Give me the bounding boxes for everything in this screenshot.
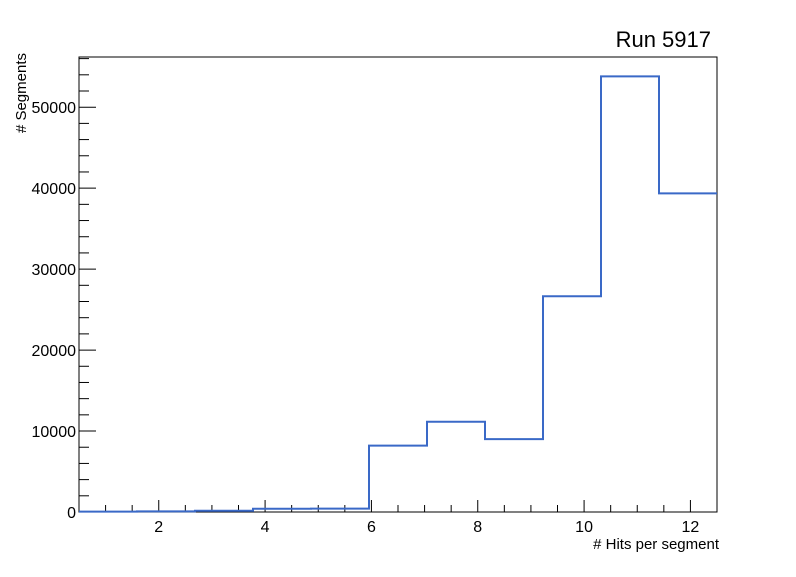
y-tick-label: 20000 <box>32 343 77 360</box>
chart-title: Run 5917 <box>616 27 711 52</box>
x-tick-label: 10 <box>575 519 593 536</box>
x-tick-label: 8 <box>473 519 482 536</box>
x-tick-label: 12 <box>682 519 700 536</box>
plot-frame <box>78 56 718 513</box>
y-axis: 0 10000 20000 30000 40000 50000 <box>32 58 96 522</box>
histogram-line <box>79 75 717 513</box>
x-tick-label: 2 <box>154 519 163 536</box>
x-tick-label: 6 <box>367 519 376 536</box>
y-axis-title: # Segments <box>13 53 30 133</box>
y-tick-label: 40000 <box>32 181 77 198</box>
y-tick-label: 50000 <box>32 100 77 117</box>
x-axis: 2 4 6 8 10 12 <box>105 500 700 536</box>
y-tick-label: 0 <box>67 505 76 522</box>
x-axis-title: # Hits per segment <box>593 536 720 553</box>
y-tick-label: 10000 <box>32 424 77 441</box>
y-tick-label: 30000 <box>32 262 77 279</box>
x-tick-label: 4 <box>261 519 270 536</box>
